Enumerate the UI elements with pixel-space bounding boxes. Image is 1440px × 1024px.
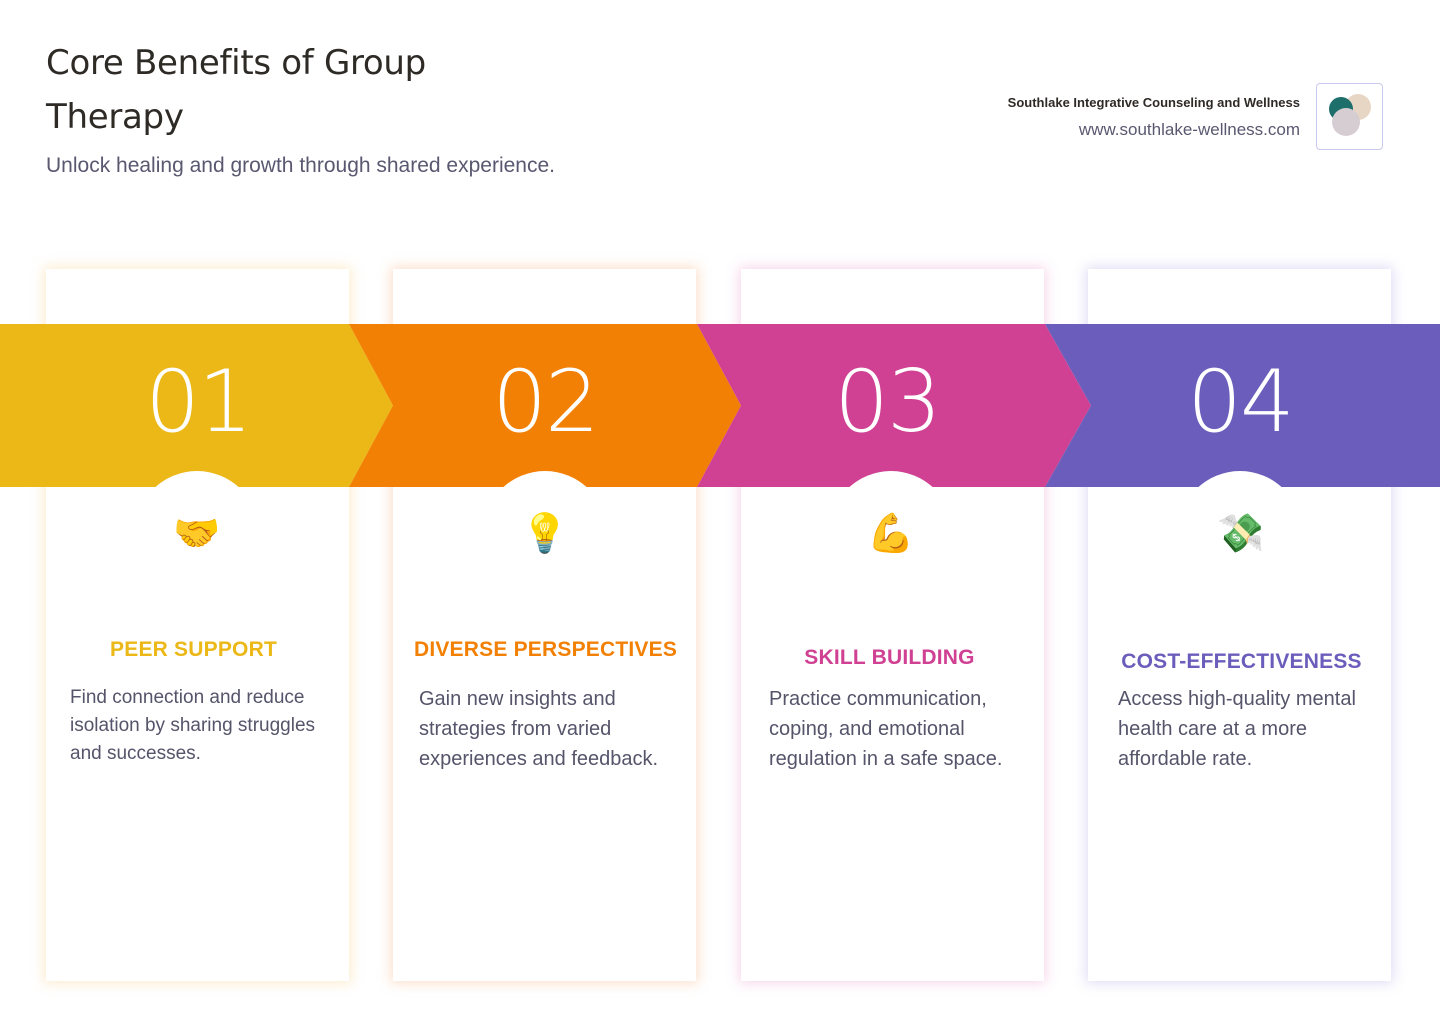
benefit-description-peer-support: Find connection and reduce isolation by …: [70, 687, 316, 764]
page-title: Core Benefits of Group Therapy: [46, 43, 426, 137]
money-with-wings-icon: 💸: [1217, 511, 1265, 555]
benefit-description-skill-building: Practice communication, coping, and emot…: [769, 688, 1003, 770]
step-number-1: 01: [145, 352, 252, 452]
brand-name: Southlake Integrative Counseling and Wel…: [1007, 95, 1300, 110]
brand-block: Southlake Integrative Counseling and Wel…: [1008, 94, 1300, 140]
benefit-description-diverse-perspectives: Gain new insights and strategies from va…: [419, 688, 659, 770]
chevron-step-3: [697, 324, 1091, 487]
chevron-arrows: [0, 324, 1440, 487]
step-number-3: 03: [834, 352, 941, 452]
icon-circle-1: [135, 471, 259, 487]
benefit-title-skill-building: SKILL BUILDING: [804, 646, 975, 669]
chevron-step-4: [1045, 324, 1440, 487]
benefit-description-cost-effectiveness: Access high-quality mental health care a…: [1118, 688, 1356, 770]
benefit-title-peer-support: PEER SUPPORT: [110, 638, 277, 661]
page-subtitle: Unlock healing and growth through shared…: [46, 154, 555, 177]
icon-circle-3: [829, 471, 953, 487]
handshake-icon: 🤝: [173, 511, 221, 555]
logo-circle-gray: [1332, 108, 1360, 136]
chevron-step-2: [349, 324, 741, 487]
benefit-title-diverse-perspectives: DIVERSE PERSPECTIVES: [413, 638, 678, 661]
benefit-title-cost-effectiveness: COST-EFFECTIVENESS: [1121, 650, 1362, 673]
overlapping-circles-logo-icon: [1316, 83, 1383, 150]
step-number-4: 04: [1187, 352, 1294, 452]
light-bulb-icon: 💡: [521, 511, 569, 555]
step-number-2: 02: [492, 352, 599, 452]
brand-url[interactable]: www.southlake-wellness.com: [1078, 120, 1300, 139]
icon-circle-4: [1178, 471, 1302, 487]
chevron-step-band: [0, 324, 1440, 487]
chevron-step-1: [0, 324, 393, 487]
flexed-biceps-icon: 💪: [867, 511, 915, 555]
icon-circle-2: [483, 471, 607, 487]
